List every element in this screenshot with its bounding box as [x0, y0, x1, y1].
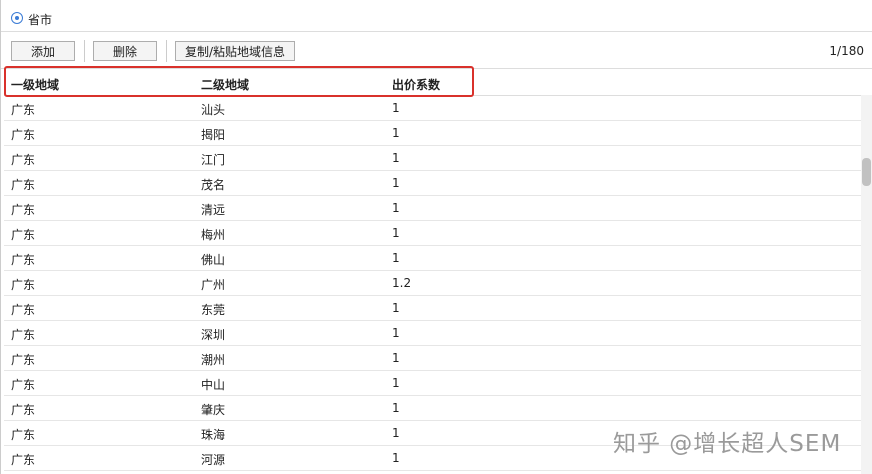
row-line [4, 220, 861, 221]
row-line [4, 145, 861, 146]
table-cell: 广东 [11, 278, 36, 292]
table-cell: 广东 [11, 128, 36, 142]
table-cell: 1 [392, 301, 400, 315]
row-line [4, 395, 861, 396]
table-cell: 1 [392, 251, 400, 265]
row-line [4, 320, 861, 321]
column-header: 出价系数 [392, 78, 441, 92]
table-cell: 1 [392, 376, 400, 390]
row-line [4, 120, 861, 121]
table-cell: 汕头 [201, 103, 226, 117]
table-cell: 珠海 [201, 428, 226, 442]
delete-button[interactable]: 删除 [93, 41, 157, 61]
table-cell: 1 [392, 326, 400, 340]
table-cell: 1 [392, 451, 400, 465]
table-cell: 1 [392, 101, 400, 115]
table-cell: 广东 [11, 203, 36, 217]
row-line [4, 245, 861, 246]
table-cell: 广东 [11, 153, 36, 167]
table-cell: 肇庆 [201, 403, 226, 417]
divider [1, 68, 872, 69]
scrollbar[interactable] [861, 95, 872, 474]
column-header: 一级地域 [11, 78, 60, 92]
table-cell: 茂名 [201, 178, 226, 192]
row-line [4, 195, 861, 196]
row-line [4, 345, 861, 346]
table-cell: 广东 [11, 403, 36, 417]
separator [84, 40, 85, 62]
table-cell: 1.2 [392, 276, 412, 290]
table-cell: 1 [392, 426, 400, 440]
column-header: 二级地域 [201, 78, 250, 92]
table-cell: 广东 [11, 428, 36, 442]
table-cell: 广东 [11, 353, 36, 367]
table-cell: 深圳 [201, 328, 226, 342]
table-cell: 河源 [201, 453, 226, 467]
table-cell: 1 [392, 401, 400, 415]
table-cell: 1 [392, 226, 400, 240]
table-cell: 1 [392, 126, 400, 140]
radio[interactable] [11, 12, 23, 24]
row-line [4, 370, 861, 371]
table-cell: 1 [392, 351, 400, 365]
table-cell: 揭阳 [201, 128, 226, 142]
table-cell: 东莞 [201, 303, 226, 317]
table-cell: 广东 [11, 253, 36, 267]
table-cell: 广东 [11, 103, 36, 117]
table-cell: 江门 [201, 153, 226, 167]
table-cell: 梅州 [201, 228, 226, 242]
table-cell: 1 [392, 151, 400, 165]
divider [1, 31, 872, 32]
table-cell: 清远 [201, 203, 226, 217]
copy-paste-button[interactable]: 复制/粘贴地域信息 [175, 41, 295, 61]
row-line [4, 270, 861, 271]
page-counter: 1/180 [829, 44, 864, 58]
table-cell: 广州 [201, 278, 226, 292]
row-line [4, 295, 861, 296]
row-line [4, 170, 861, 171]
table-cell: 1 [392, 201, 400, 215]
table-cell: 广东 [11, 303, 36, 317]
row-line [4, 470, 861, 471]
row-line [4, 420, 861, 421]
radio-label: 省市 [28, 13, 53, 27]
row-line [4, 445, 861, 446]
table-cell: 广东 [11, 453, 36, 467]
table-cell: 中山 [201, 378, 226, 392]
watermark: 知乎 @增长超人SEM [613, 431, 842, 457]
table-cell: 广东 [11, 378, 36, 392]
highlight-box [4, 66, 474, 97]
table-cell: 广东 [11, 328, 36, 342]
table-cell: 广东 [11, 178, 36, 192]
separator [166, 40, 167, 62]
add-button[interactable]: 添加 [11, 41, 75, 61]
table-cell: 潮州 [201, 353, 226, 367]
table-cell: 1 [392, 176, 400, 190]
table-cell: 佛山 [201, 253, 226, 267]
table-cell: 广东 [11, 228, 36, 242]
